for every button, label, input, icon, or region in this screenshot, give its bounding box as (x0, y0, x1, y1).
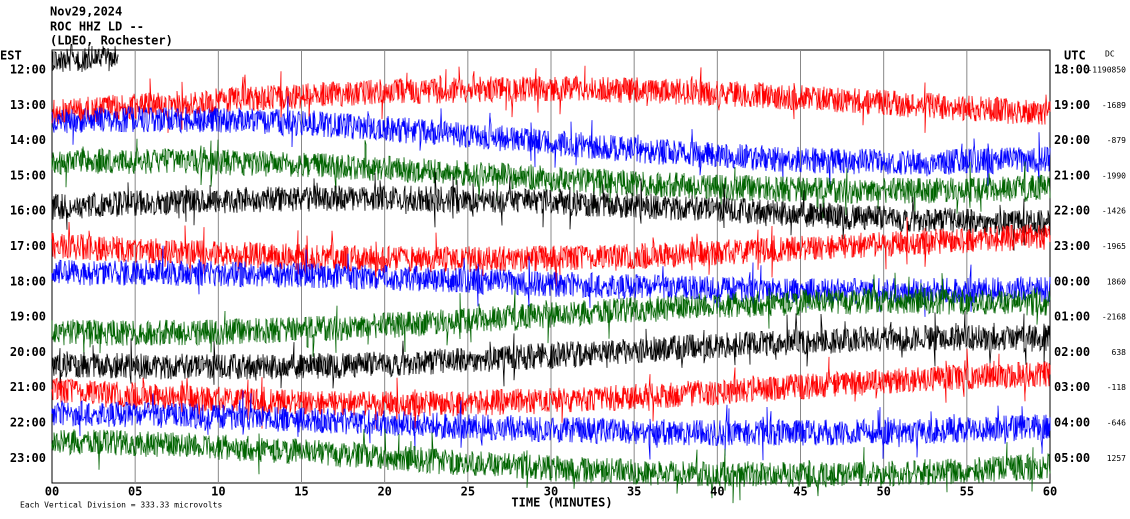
dc-value: -1965 (1102, 242, 1126, 251)
left-label: 19:00 (10, 310, 46, 324)
right-label: 19:00 (1054, 98, 1090, 112)
seismic-trace (51, 272, 1051, 361)
x-tick-label: 45 (793, 485, 807, 499)
header-line: ROC HHZ LD -- (50, 20, 144, 34)
dc-title: DC (1105, 50, 1115, 59)
x-tick-label: 25 (461, 485, 475, 499)
seismic-trace (51, 138, 1051, 219)
x-tick-label: 00 (45, 485, 59, 499)
right-label: 02:00 (1054, 345, 1090, 359)
dc-value: -2168 (1102, 313, 1126, 322)
dc-value: -879 (1107, 136, 1126, 145)
seismic-trace (51, 310, 1051, 391)
seismic-trace (51, 390, 1051, 461)
seismic-trace (51, 217, 1051, 287)
dc-value: -646 (1107, 419, 1126, 428)
right-label: 01:00 (1054, 310, 1090, 324)
left-label: 18:00 (10, 274, 46, 288)
seismic-trace (51, 170, 1051, 251)
right-label: 20:00 (1054, 133, 1090, 147)
x-tick-label: 55 (960, 485, 974, 499)
right-label: 00:00 (1054, 274, 1090, 288)
left-label: 17:00 (10, 239, 46, 253)
right-title: UTC (1064, 49, 1086, 63)
left-label: 16:00 (10, 204, 46, 218)
left-label: 23:00 (10, 451, 46, 465)
left-title: EST (0, 49, 22, 63)
dc-value: -1190850 (1087, 66, 1126, 75)
dc-value: -118 (1107, 383, 1126, 392)
x-title: TIME (MINUTES) (511, 496, 612, 510)
right-label: 03:00 (1054, 380, 1090, 394)
seismic-trace (51, 65, 1051, 133)
x-tick-label: 60 (1043, 485, 1057, 499)
seismic-trace (51, 44, 119, 73)
header-line: Nov29,2024 (50, 5, 122, 19)
left-label: 22:00 (10, 416, 46, 430)
left-label: 20:00 (10, 345, 46, 359)
right-label: 23:00 (1054, 239, 1090, 253)
left-label: 14:00 (10, 133, 46, 147)
x-tick-label: 05 (128, 485, 142, 499)
right-label: 21:00 (1054, 168, 1090, 182)
left-label: 13:00 (10, 98, 46, 112)
seismic-trace (51, 428, 1051, 504)
right-label: 18:00 (1054, 63, 1090, 77)
dc-value: -1990 (1102, 171, 1126, 180)
seismic-trace (51, 245, 1051, 317)
seismic-trace (51, 348, 1051, 429)
x-tick-label: 20 (377, 485, 391, 499)
header-line: (LDEO, Rochester) (50, 34, 173, 48)
left-label: 15:00 (10, 168, 46, 182)
dc-value: -1689 (1102, 101, 1126, 110)
x-tick-label: 15 (294, 485, 308, 499)
right-label: 04:00 (1054, 416, 1090, 430)
x-tick-label: 10 (211, 485, 225, 499)
right-label: 05:00 (1054, 451, 1090, 465)
left-label: 21:00 (10, 380, 46, 394)
right-label: 22:00 (1054, 204, 1090, 218)
dc-value: -1426 (1102, 207, 1126, 216)
x-tick-label: 35 (627, 485, 641, 499)
dc-value: 1860 (1107, 277, 1126, 286)
seismic-trace (51, 96, 1051, 188)
left-label: 12:00 (10, 63, 46, 77)
dc-value: 1257 (1107, 454, 1126, 463)
dc-value: 638 (1112, 348, 1127, 357)
x-tick-label: 30 (544, 485, 558, 499)
x-tick-label: 40 (710, 485, 724, 499)
footer: Each Vertical Division = 333.33 microvol… (20, 501, 222, 510)
x-tick-label: 50 (876, 485, 890, 499)
